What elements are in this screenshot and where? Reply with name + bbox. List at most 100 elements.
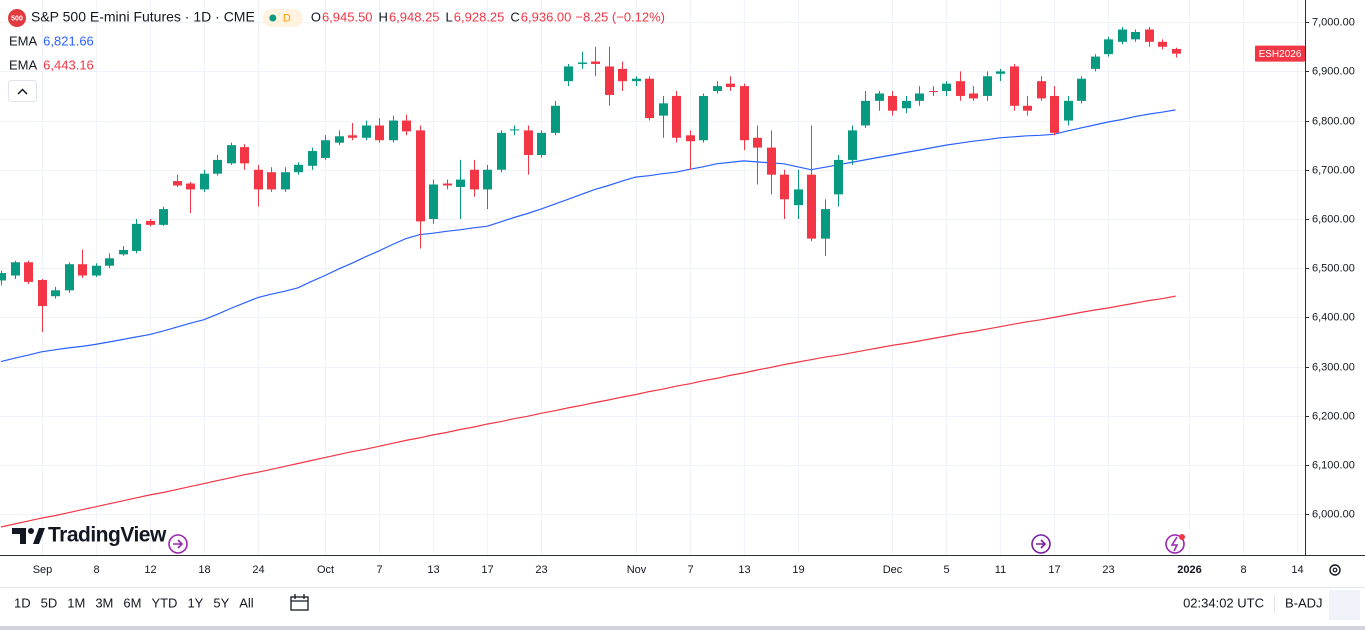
candle-body [321, 140, 330, 158]
adjust-button[interactable]: B-ADJ [1285, 595, 1323, 610]
event-icon[interactable] [1031, 534, 1051, 554]
candle-body [1158, 41, 1167, 47]
candle-body [564, 66, 573, 82]
x-tick-label: 13 [427, 564, 439, 576]
x-tick-label: 23 [1102, 564, 1114, 576]
x-tick-label: 12 [144, 564, 156, 576]
candle-body [659, 103, 668, 116]
candle-body [591, 61, 600, 64]
legend-value: 6,821.66 [43, 33, 94, 48]
candle-body [821, 209, 830, 239]
price-tag: ESH2026 [1259, 49, 1302, 60]
candle-body [524, 130, 533, 155]
legend-name: EMA [9, 33, 38, 48]
range-button[interactable]: 1Y [187, 595, 203, 610]
candle-body [875, 93, 884, 101]
candle-body [1077, 78, 1086, 101]
y-tick-label: 6,700.00 [1312, 164, 1355, 176]
candle-body [227, 145, 236, 164]
range-button[interactable]: 6M [123, 595, 141, 610]
candle-body [38, 279, 47, 307]
candle-body [146, 220, 155, 225]
x-tick-label: 19 [792, 564, 804, 576]
legend-value: 6,443.16 [43, 57, 94, 72]
range-button[interactable]: 1D [14, 595, 31, 610]
quote-value: 6,936.00 [521, 9, 572, 24]
candle-body [713, 86, 722, 92]
candle-body [132, 223, 141, 251]
range-button[interactable]: 3M [95, 595, 113, 610]
brand-logo: TradingView [12, 524, 167, 547]
x-tick-label: Nov [627, 564, 647, 576]
interval-badge: D [283, 12, 291, 24]
candle-body [834, 159, 843, 195]
candle-body [1104, 39, 1113, 55]
candle-body [726, 83, 735, 88]
candle-body [942, 83, 951, 92]
x-tick-label: 8 [93, 564, 99, 576]
clock: 02:34:02 UTC [1183, 595, 1264, 610]
collapse-button[interactable] [8, 80, 37, 102]
legend: EMA 6,821.66 EMA 6,443.16 [9, 33, 94, 72]
x-tick-label: Sep [33, 564, 53, 576]
quote-value: 6,945.50 [322, 9, 373, 24]
candle-body [1118, 29, 1127, 42]
x-tick-label: 8 [1240, 564, 1246, 576]
x-tick-label: 18 [198, 564, 210, 576]
quote: O 6,945.50 H 6,948.25 L 6,928.25 C 6,936.00 −8.2… [311, 9, 665, 24]
quote-key: C [510, 9, 519, 24]
price-tag-bg [1255, 45, 1305, 62]
candle-body [902, 100, 911, 109]
x-tick-label: 13 [738, 564, 750, 576]
candle-body [848, 130, 857, 160]
symbol-title[interactable]: S&P 500 E-mini Futures · 1D · CME [31, 9, 255, 25]
candles [0, 27, 1181, 333]
y-tick-label: 7,000.00 [1312, 16, 1355, 28]
candle-body [888, 95, 897, 111]
candle-body [375, 125, 384, 141]
y-tick-label: 6,500.00 [1312, 262, 1355, 274]
event-icon[interactable] [168, 534, 188, 554]
range-button[interactable]: YTD [151, 595, 177, 610]
candle-body [389, 120, 398, 141]
candle-body [456, 179, 465, 187]
candle-body [1131, 31, 1140, 40]
grid [0, 0, 1305, 555]
candle-body [1172, 48, 1181, 54]
candle-body [956, 81, 965, 96]
date-range-icon[interactable] [290, 594, 309, 611]
quote-change: −8.25 (−0.12%) [575, 9, 665, 24]
candle-body [0, 273, 6, 281]
candle-body [92, 265, 101, 276]
range-button[interactable]: 1M [67, 595, 85, 610]
symbol-logo [8, 9, 26, 27]
candle-body [24, 262, 33, 282]
range-button[interactable]: 5Y [213, 595, 229, 610]
candle-body [240, 147, 249, 164]
candle-body [929, 91, 938, 93]
candle-body [510, 129, 519, 131]
candle-body [308, 151, 317, 166]
candle-body [807, 174, 816, 239]
candle-body [1091, 56, 1100, 69]
symbol-logo-text: 500 [11, 15, 23, 22]
candle-body [983, 76, 992, 96]
candle-body [1064, 100, 1073, 121]
candle-body [173, 181, 182, 186]
range-button[interactable]: 5D [41, 595, 58, 610]
x-tick-label: 17 [481, 564, 493, 576]
y-tick-label: 6,900.00 [1312, 65, 1355, 77]
event-icon[interactable] [1165, 534, 1185, 554]
candle-body [335, 136, 344, 143]
market-status[interactable]: D [262, 9, 303, 27]
candle-body [78, 264, 87, 276]
range-button[interactable]: All [239, 595, 254, 610]
settings-icon[interactable] [1329, 564, 1341, 576]
candle-body [551, 105, 560, 133]
x-tick-label: 24 [252, 564, 264, 576]
candle-body [578, 62, 587, 64]
x-tick-label: 7 [376, 564, 382, 576]
